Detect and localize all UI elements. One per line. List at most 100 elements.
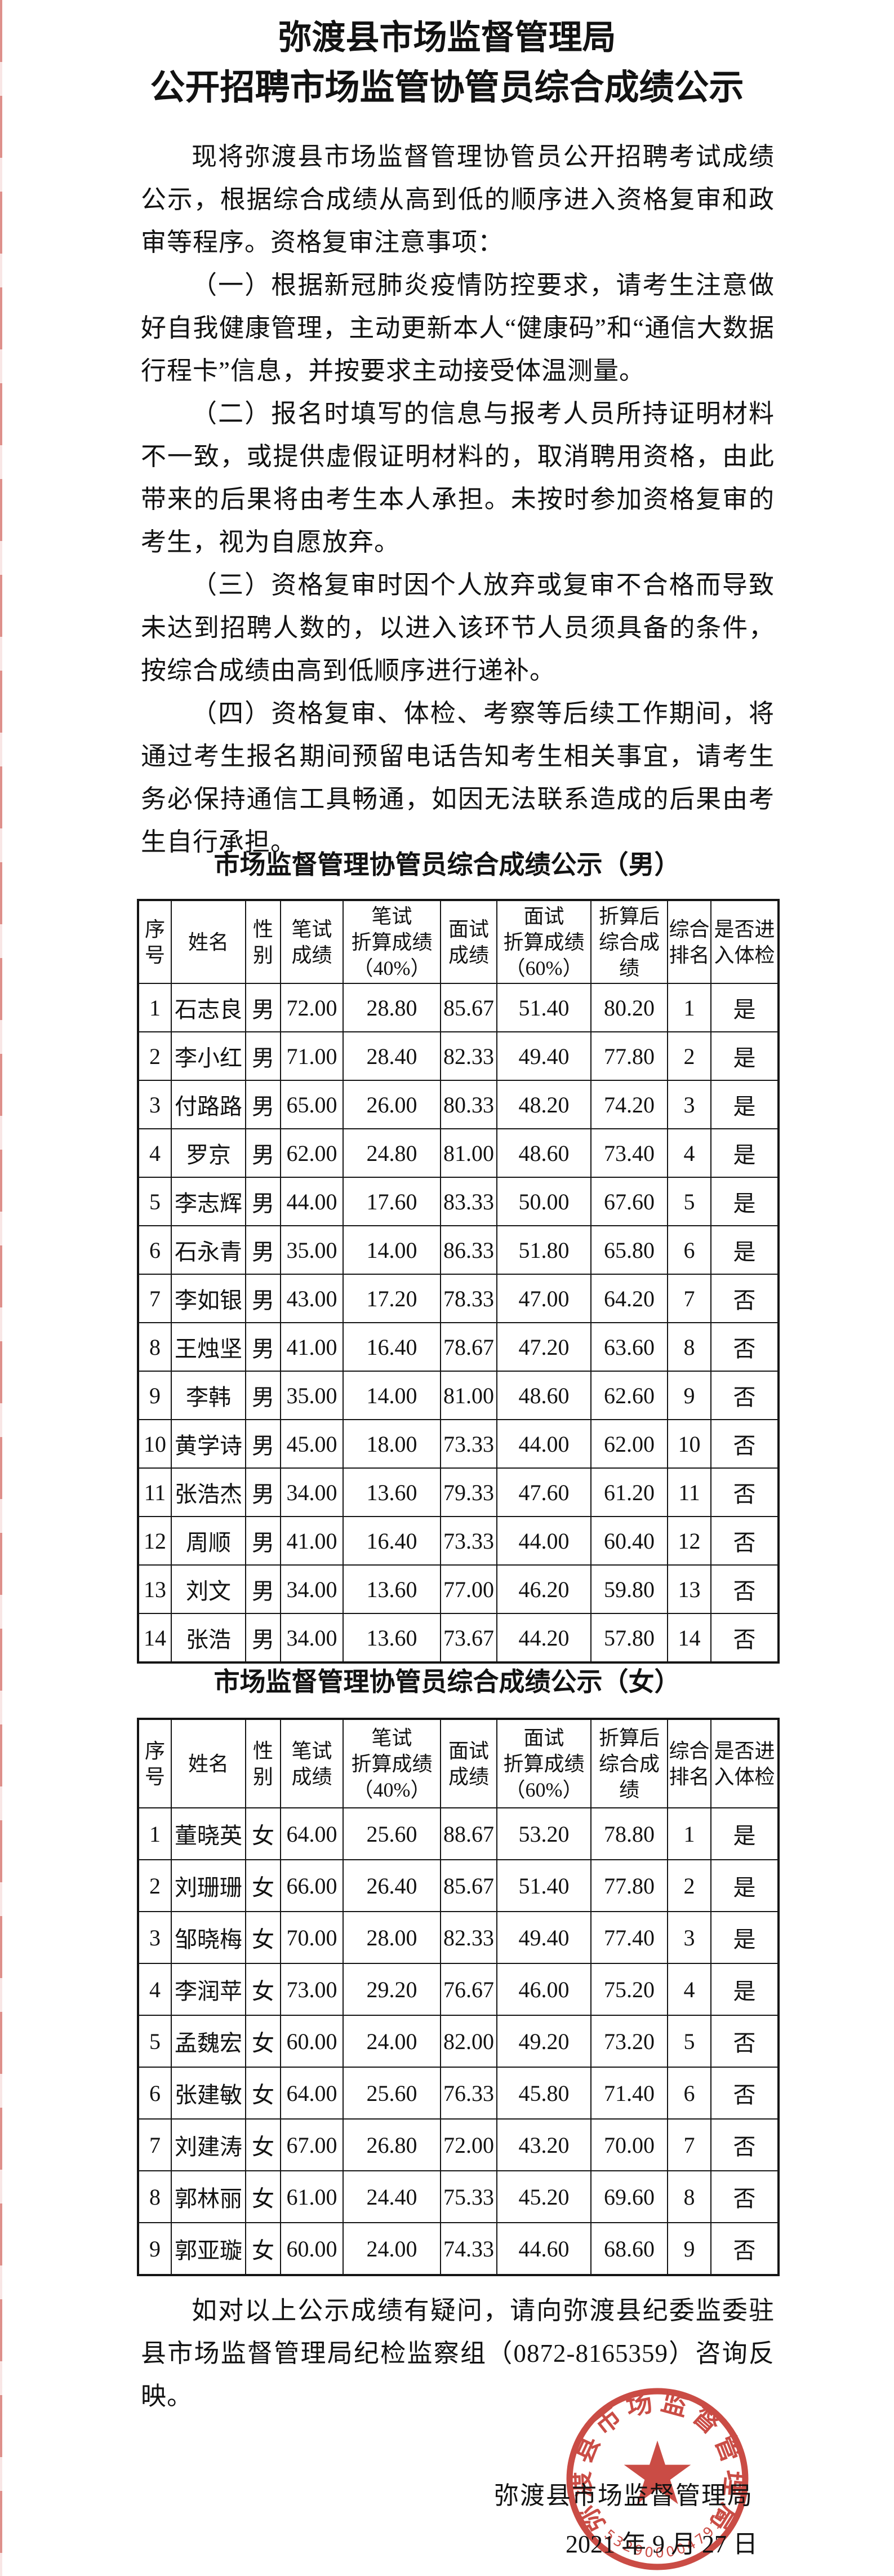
table-cell: 男 — [245, 1564, 281, 1614]
table-cell: 石志良 — [171, 983, 246, 1032]
table-cell: 9 — [137, 2222, 172, 2276]
table-cell: 否 — [710, 1467, 779, 1517]
table-cell: 男 — [245, 1128, 281, 1178]
table-cell: 35.00 — [280, 1371, 344, 1420]
table-cell: 李润苹 — [171, 1963, 246, 2016]
table-cell: 44.60 — [496, 2222, 591, 2276]
table-cell: 2 — [137, 1859, 172, 1912]
table-cell: 女 — [245, 1807, 281, 1860]
table-row: 1 石志良男 72.00 28.80 85.67 51.40 80.20 1 是 — [137, 983, 779, 1032]
table-cell: 77.80 — [590, 1859, 668, 1912]
column-header: 性别 — [245, 1718, 281, 1808]
table-row: 10 黄学诗男 45.00 18.00 73.33 44.00 62.00 10 否 — [137, 1419, 779, 1469]
table-cell: 是 — [710, 1128, 779, 1178]
table-cell: 刘珊珊 — [171, 1859, 246, 1912]
table-cell: 70.00 — [590, 2118, 668, 2171]
body-paragraph: （二）报名时填写的信息与报考人员所持证明材料不一致，或提供虚假证明材料的，取消聘… — [141, 400, 775, 556]
table-cell: 是 — [710, 1225, 779, 1275]
seal-ring-icon — [566, 2388, 749, 2570]
table-cell: 43.20 — [496, 2118, 591, 2171]
table-cell: 71.40 — [590, 2067, 668, 2120]
signature-date: 2021 年 9 月 27 日 — [566, 2530, 758, 2558]
column-header: 折算后 综合成绩 — [590, 1718, 668, 1808]
table-cell: 28.00 — [343, 1911, 441, 1964]
table-cell: 14.00 — [343, 1371, 441, 1420]
table-cell: 13 — [137, 1564, 172, 1614]
table-cell: 刘建涛 — [171, 2118, 246, 2171]
body-paragraph: （一）根据新冠肺炎疫情防控要求，请考生注意做好自我健康管理，主动更新本人“健康码… — [141, 271, 775, 385]
table-cell: 8 — [667, 1322, 711, 1372]
table-cell: 48.60 — [496, 1371, 591, 1420]
table-cell: 3 — [667, 1911, 711, 1964]
table-cell: 5 — [137, 2015, 172, 2068]
official-seal: 弥渡县市场监督管理局 5329000047916 — [566, 2387, 749, 2570]
table-cell: 否 — [710, 2118, 779, 2171]
table-cell: 73.33 — [440, 1419, 497, 1469]
table-cell: 李韩 — [171, 1371, 246, 1420]
table-cell: 62.00 — [280, 1128, 344, 1178]
table-cell: 47.20 — [496, 1322, 591, 1372]
table-cell: 女 — [245, 1963, 281, 2016]
column-header: 综合 排名 — [667, 1718, 711, 1808]
table-cell: 5 — [667, 1177, 711, 1226]
table-cell: 44.00 — [280, 1177, 344, 1226]
table-cell: 75.20 — [590, 1963, 668, 2016]
table-cell: 孟魏宏 — [171, 2015, 246, 2068]
table-cell: 郭亚璇 — [171, 2222, 246, 2276]
table-cell: 57.80 — [590, 1613, 668, 1663]
table-cell: 9 — [137, 1371, 172, 1420]
female-score-table: 序号 姓名 性别 笔试 成绩 笔试 折算成绩 （40%） 面试 成绩 面试 折算成绩 （60… — [137, 1718, 780, 2276]
table-cell: 13.60 — [343, 1613, 441, 1663]
table-row: 8 郭林丽女 61.00 24.40 75.33 45.20 69.60 8 否 — [137, 2170, 779, 2223]
table-cell: 否 — [710, 2222, 779, 2276]
table-cell: 24.40 — [343, 2170, 441, 2223]
table-cell: 男 — [245, 1274, 281, 1323]
table-cell: 否 — [710, 2015, 779, 2068]
table-cell: 48.20 — [496, 1080, 591, 1129]
column-header: 面试 成绩 — [440, 899, 497, 984]
table-cell: 9 — [667, 1371, 711, 1420]
table-cell: 47.60 — [496, 1467, 591, 1517]
table-cell: 69.60 — [590, 2170, 668, 2223]
table-cell: 刘文 — [171, 1564, 246, 1614]
table-row: 1 董晓英女 64.00 25.60 88.67 53.20 78.80 1 是 — [137, 1807, 779, 1860]
table-cell: 78.80 — [590, 1807, 668, 1860]
table-row: 13 刘文男 34.00 13.60 77.00 46.20 59.80 13 否 — [137, 1564, 779, 1614]
table-cell: 14 — [667, 1613, 711, 1663]
table-row: 8 王烛坚男 41.00 16.40 78.67 47.20 63.60 8 否 — [137, 1322, 779, 1372]
table-cell: 男 — [245, 1031, 281, 1081]
table-cell: 3 — [137, 1911, 172, 1964]
column-header: 面试 成绩 — [440, 1718, 497, 1808]
table-cell: 29.20 — [343, 1963, 441, 2016]
table-cell: 否 — [710, 2067, 779, 2120]
table-cell: 5 — [137, 1177, 172, 1226]
table-cell: 83.33 — [440, 1177, 497, 1226]
table-cell: 81.00 — [440, 1128, 497, 1178]
table-cell: 34.00 — [280, 1613, 344, 1663]
table-cell: 12 — [667, 1516, 711, 1566]
table-cell: 5 — [667, 2015, 711, 2068]
table-cell: 男 — [245, 1371, 281, 1420]
table-cell: 2 — [137, 1031, 172, 1081]
table-cell: 68.60 — [590, 2222, 668, 2276]
table-cell: 51.40 — [496, 1859, 591, 1912]
table-cell: 否 — [710, 1419, 779, 1469]
column-header: 折算后 综合成绩 — [590, 899, 668, 984]
body-paragraph: （四）资格复审、体检、考察等后续工作期间，将通过考生报名期间预留电话告知考生相关… — [141, 699, 775, 856]
table-cell: 女 — [245, 2015, 281, 2068]
table-cell: 26.40 — [343, 1859, 441, 1912]
table-cell: 72.00 — [280, 983, 344, 1032]
table-cell: 否 — [710, 1322, 779, 1372]
table-cell: 男 — [245, 1322, 281, 1372]
column-header: 序 号 — [137, 899, 172, 984]
table-cell: 男 — [245, 1225, 281, 1275]
table-cell: 28.40 — [343, 1031, 441, 1081]
table-cell: 女 — [245, 2170, 281, 2223]
table-row: 11 张浩杰男 34.00 13.60 79.33 47.60 61.20 11 否 — [137, 1467, 779, 1517]
table-cell: 49.20 — [496, 2015, 591, 2068]
table-cell: 否 — [710, 1564, 779, 1614]
table-cell: 80.33 — [440, 1080, 497, 1129]
table-cell: 4 — [137, 1128, 172, 1178]
column-header: 笔试 成绩 — [280, 899, 344, 984]
column-header: 是否进 入体检 — [710, 899, 779, 984]
